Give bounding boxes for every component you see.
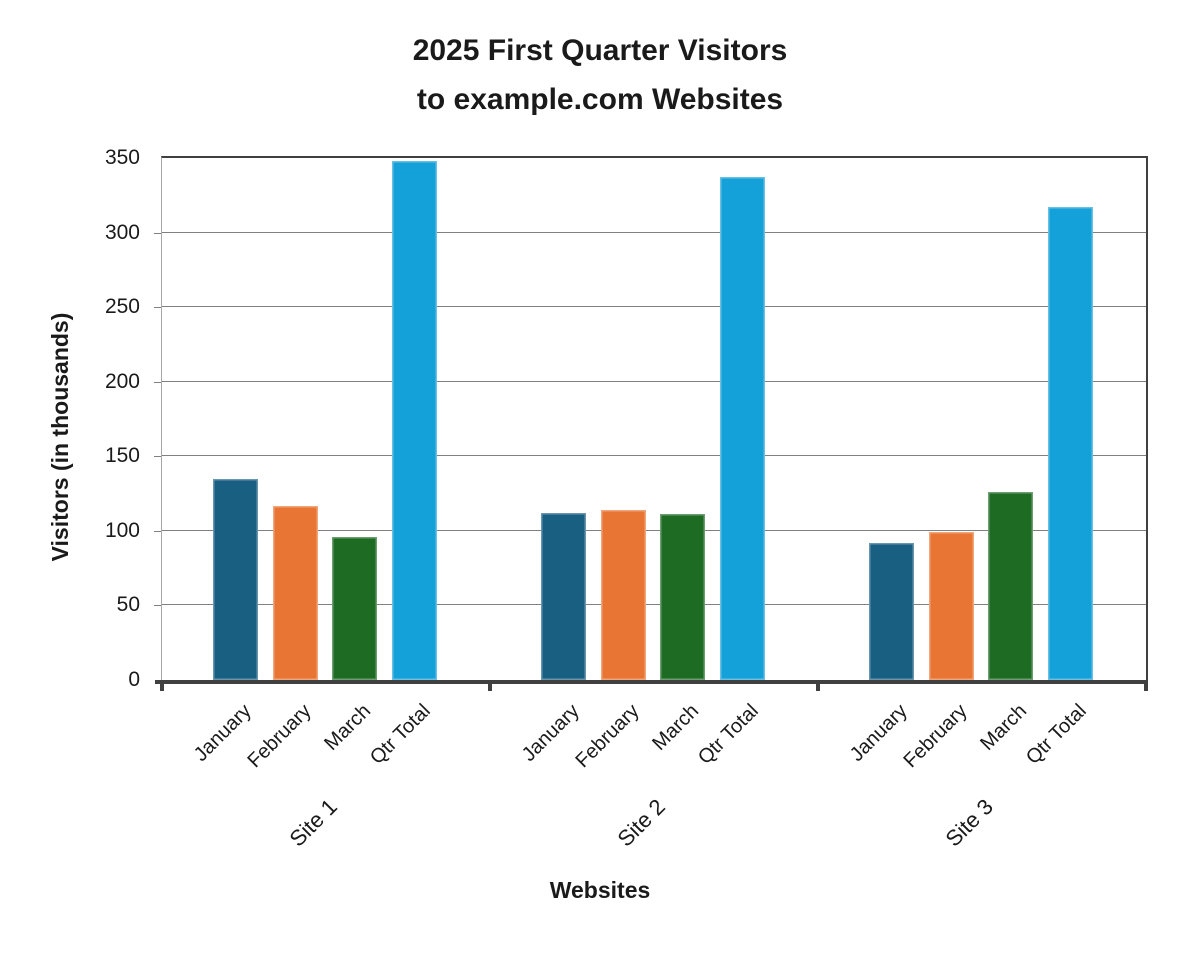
y-axis-tick-300 — [154, 232, 161, 234]
y-axis-tick-200 — [154, 381, 161, 383]
bar-site-1-march — [332, 537, 377, 680]
group-boundary-tick-1 — [488, 680, 492, 691]
gridline-150 — [162, 455, 1146, 457]
bar-site-3-january — [869, 543, 914, 680]
y-tick-label-300: 300 — [104, 220, 140, 244]
gridline-250 — [162, 306, 1146, 308]
group-boundary-tick-0 — [160, 680, 164, 691]
y-tick-label-150: 150 — [104, 444, 140, 468]
x-tick-label-text: Qtr Total — [365, 700, 435, 769]
x-tick-label-text: March — [320, 700, 376, 755]
bar-site-3-february — [928, 532, 974, 680]
x-tick-label-text: February — [899, 700, 972, 773]
x-tick-label-text: Qtr Total — [693, 700, 763, 769]
gridline-200 — [162, 380, 1146, 382]
bar-site-2-january — [541, 513, 586, 680]
bar-site-3-qtr-total — [1047, 207, 1093, 680]
group-label-text: Site 1 — [284, 794, 342, 852]
x-tick-label-text: February — [571, 700, 644, 773]
bar-site-1-february — [272, 506, 318, 680]
chart-title-line2: to example.com Websites — [416, 83, 784, 116]
bar-site-1-january — [213, 479, 258, 680]
group-boundary-tick-3 — [1144, 680, 1148, 691]
y-axis-tick-250 — [154, 307, 161, 309]
bar-site-2-february — [600, 510, 646, 680]
group-label-text: Site 2 — [612, 794, 670, 852]
group-label-text: Site 3 — [940, 794, 998, 852]
y-tick-label-0: 0 — [128, 668, 140, 691]
y-tick-label-200: 200 — [104, 369, 140, 393]
chart-title: 2025 First Quarter Visitors to example.c… — [0, 26, 1200, 124]
bar-site-2-march — [660, 514, 705, 680]
y-axis-tick-150 — [154, 456, 161, 458]
bar-site-2-qtr-total — [719, 177, 765, 680]
gridline-50 — [162, 604, 1146, 606]
gridline-100 — [162, 529, 1146, 531]
x-axis-title: Websites — [549, 877, 651, 903]
plot-area — [161, 156, 1148, 680]
x-tick-label-text: March — [648, 700, 704, 755]
bar-site-1-qtr-total — [391, 161, 437, 680]
group-boundary-tick-2 — [816, 680, 820, 691]
x-tick-label-text: February — [243, 700, 316, 773]
bar-site-3-march — [988, 492, 1033, 680]
x-tick-label-text: Qtr Total — [1021, 700, 1091, 769]
y-tick-label-100: 100 — [104, 518, 140, 542]
y-tick-label-350: 350 — [104, 146, 140, 169]
x-tick-label-text: March — [976, 700, 1032, 755]
y-axis-tick-50 — [154, 605, 161, 607]
y-axis-tick-100 — [154, 530, 161, 532]
x-axis-line — [155, 680, 1148, 684]
gridline-300 — [162, 231, 1146, 233]
y-tick-label-250: 250 — [104, 295, 140, 319]
y-tick-label-50: 50 — [116, 593, 140, 617]
chart-title-line1: 2025 First Quarter Visitors — [412, 34, 788, 67]
